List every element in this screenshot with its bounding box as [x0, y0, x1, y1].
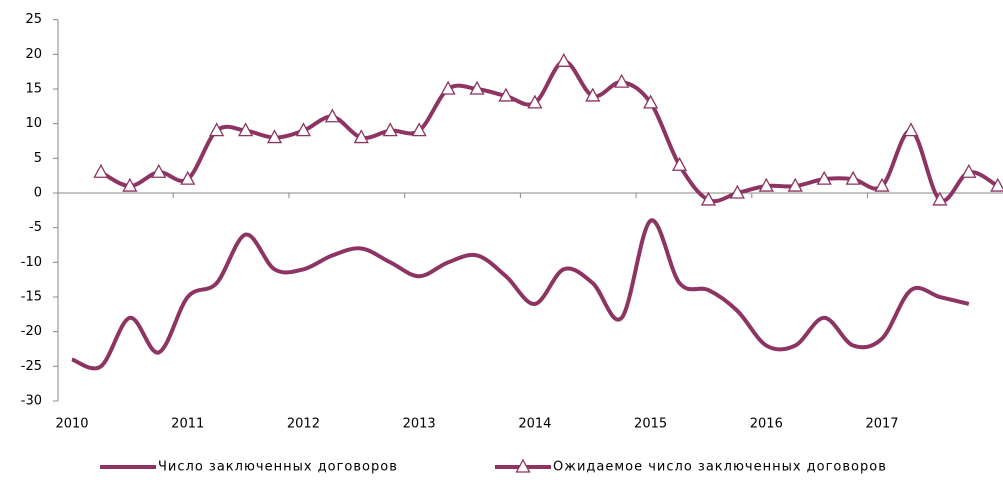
marker	[237, 122, 254, 137]
marker	[990, 177, 1003, 192]
marker	[295, 122, 312, 137]
x-tick-label: 2010	[55, 417, 88, 432]
series-line	[99, 59, 999, 204]
x-tick-label: 2011	[171, 417, 204, 432]
y-tick-label: -5	[29, 220, 42, 235]
marker	[787, 177, 803, 192]
marker	[700, 191, 717, 206]
legend-label: Ожидаемое число заключенных договоров	[553, 460, 887, 475]
x-tick-label: 2017	[865, 417, 898, 432]
legend-marker	[515, 458, 531, 473]
marker	[382, 122, 398, 137]
series-line	[71, 218, 970, 371]
marker	[932, 191, 948, 206]
legend-label: Число заключенных договоров	[158, 460, 398, 475]
x-tick-label: 2015	[634, 417, 667, 432]
marker	[961, 163, 977, 178]
marker	[556, 52, 572, 67]
marker	[903, 122, 919, 137]
marker	[527, 94, 543, 109]
y-tick-label: -25	[21, 359, 42, 374]
y-tick-label: 20	[25, 47, 42, 62]
y-tick-label: -30	[21, 394, 42, 409]
marker	[353, 129, 369, 144]
marker	[671, 156, 688, 171]
marker	[874, 177, 890, 192]
marker	[151, 163, 167, 178]
x-tick-label: 2014	[518, 417, 551, 432]
x-tick-label: 2016	[750, 417, 783, 432]
marker	[758, 177, 774, 192]
marker	[180, 170, 196, 185]
y-tick-label: 10	[25, 116, 42, 131]
marker	[469, 80, 485, 95]
marker	[498, 87, 514, 102]
marker	[440, 80, 456, 95]
marker	[122, 177, 138, 192]
marker	[266, 129, 283, 144]
x-tick-label: 2012	[287, 417, 320, 432]
y-tick-label: 5	[34, 151, 42, 166]
marker	[729, 184, 745, 199]
marker	[816, 170, 832, 185]
marker	[209, 122, 225, 137]
y-tick-label: 0	[34, 186, 42, 201]
y-tick-label: -10	[21, 255, 42, 270]
x-tick-label: 2013	[403, 417, 436, 432]
marker	[93, 163, 109, 178]
marker	[845, 170, 861, 185]
y-tick-label: -20	[21, 324, 42, 339]
marker	[411, 122, 427, 137]
marker	[585, 87, 601, 102]
y-tick-label: 15	[25, 82, 42, 97]
marker	[643, 94, 659, 109]
y-tick-label: 25	[25, 12, 42, 27]
y-tick-label: -15	[21, 290, 42, 305]
marker	[614, 73, 630, 88]
marker	[324, 108, 340, 123]
